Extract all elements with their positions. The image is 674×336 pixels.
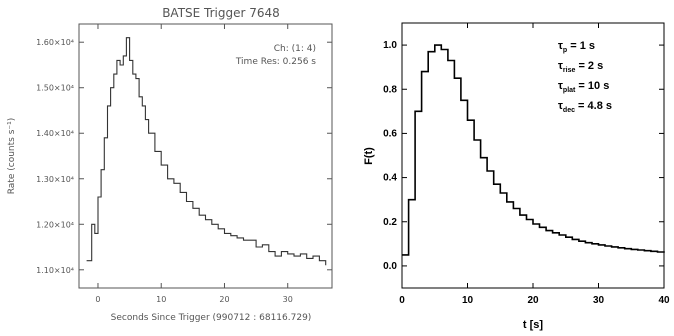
y-tick-label: 0.0: [383, 261, 397, 272]
right-series-line: [402, 44, 665, 256]
left-plot-frame: [78, 23, 333, 289]
y-tick-label: 1.60×10⁴: [36, 38, 74, 47]
y-tick-label: 1.30×10⁴: [36, 175, 74, 184]
left-x-axis-label: Seconds Since Trigger (990712 : 68116.72…: [111, 313, 312, 323]
y-tick-label: 0.6: [383, 128, 397, 139]
y-tick-label: 1.0: [383, 40, 397, 51]
y-tick-label: 1.20×10⁴: [36, 220, 74, 229]
legend-entry: τplat = 10 s: [558, 80, 609, 94]
left-chart: BATSE Trigger 7648 1.10×10⁴ 1.20×10⁴ 1.30×…: [7, 6, 333, 323]
right-y-ticks: 0.0 0.2 0.4 0.6 0.8 1.0: [383, 40, 664, 272]
legend-entry: τrise = 2 s: [558, 60, 603, 74]
right-x-axis-label: t [s]: [523, 319, 544, 331]
left-annotation-timeres: Time Res: 0.256 s: [235, 57, 316, 67]
left-y-axis-label: Rate (counts s⁻¹): [7, 118, 17, 195]
left-series-line: [86, 37, 327, 266]
y-tick-label: 1.50×10⁴: [36, 84, 74, 93]
y-tick-label: 0.4: [383, 173, 397, 184]
x-tick-label: 30: [283, 295, 293, 304]
x-tick-label: 10: [156, 295, 166, 304]
y-tick-label: 1.40×10⁴: [36, 129, 74, 138]
x-tick-label: 40: [658, 295, 670, 306]
legend-entry: τdec = 4.8 s: [558, 100, 612, 114]
x-tick-label: 30: [593, 295, 605, 306]
right-chart: 0.0 0.2 0.4 0.6 0.8 1.0 0 10 20 30 40 τp = 1 s τri…: [363, 22, 670, 331]
right-legend: τp = 1 s τrise = 2 s τplat = 10 s τdec = 4.…: [558, 40, 612, 114]
right-x-ticks: 0 10 20 30 40: [399, 23, 670, 306]
x-tick-label: 20: [219, 295, 229, 304]
right-y-axis-label: F(t): [363, 147, 375, 165]
left-chart-title: BATSE Trigger 7648: [162, 6, 280, 20]
x-tick-label: 20: [527, 295, 539, 306]
y-tick-label: 1.10×10⁴: [36, 266, 74, 275]
left-x-ticks: 0 10 20 30: [95, 24, 293, 304]
x-tick-label: 0: [399, 295, 405, 306]
y-tick-label: 0.8: [383, 84, 397, 95]
left-annotation-channel: Ch: (1: 4): [274, 44, 316, 54]
x-tick-label: 0: [95, 295, 100, 304]
legend-entry: τp = 1 s: [558, 40, 595, 54]
y-tick-label: 0.2: [383, 217, 397, 228]
left-y-ticks: 1.10×10⁴ 1.20×10⁴ 1.30×10⁴ 1.40×10⁴ 1.50×10⁴…: [36, 38, 332, 275]
x-tick-label: 10: [462, 295, 474, 306]
